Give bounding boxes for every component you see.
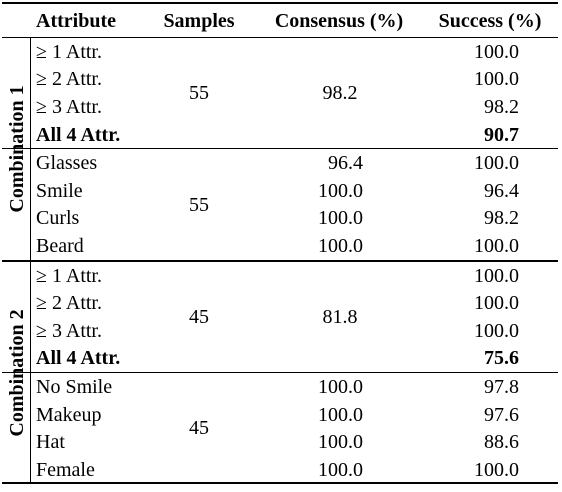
consensus-cell: 100.0 xyxy=(318,403,363,426)
success-cell: 100.0 xyxy=(474,152,519,175)
header-cell: Samples xyxy=(163,10,235,32)
attribute-cell: ≥ 1 Attr. xyxy=(36,264,102,287)
attribute-cell: Female xyxy=(36,458,95,481)
bottom-rule xyxy=(2,482,558,484)
header-cell: Attribute xyxy=(36,10,116,32)
consensus-cell: 100.0 xyxy=(318,179,363,202)
attribute-cell: ≥ 3 Attr. xyxy=(36,319,102,342)
success-cell: 88.6 xyxy=(484,431,519,454)
consensus-cell: 96.4 xyxy=(328,152,363,175)
attribute-cell: No Smile xyxy=(36,376,113,398)
consensus-cell: 98.2 xyxy=(322,82,358,105)
consensus-cell: 81.8 xyxy=(322,306,358,328)
success-cell: 100.0 xyxy=(474,264,519,287)
success-cell: 97.6 xyxy=(484,403,519,426)
samples-cell: 55 xyxy=(189,193,209,216)
success-cell: 100.0 xyxy=(474,319,519,342)
top-rule xyxy=(2,2,558,4)
samples-cell: 45 xyxy=(189,306,209,328)
attribute-cell: Curls xyxy=(36,207,80,230)
attribute-cell: ≥ 2 Attr. xyxy=(36,68,102,91)
success-cell: 97.8 xyxy=(484,376,519,398)
attribute-cell: All 4 Attr. xyxy=(36,347,121,370)
success-cell: 100.0 xyxy=(474,235,519,257)
attribute-cell: Makeup xyxy=(36,403,102,426)
attribute-cell: Glasses xyxy=(36,152,98,175)
group-label: Combination 2 xyxy=(6,309,28,437)
header-cell: Consensus (%) xyxy=(274,10,404,32)
consensus-cell: 100.0 xyxy=(318,431,363,454)
attribute-cell: ≥ 3 Attr. xyxy=(36,96,102,118)
attribute-cell: ≥ 2 Attr. xyxy=(36,292,102,315)
attribute-cell: Hat xyxy=(36,431,65,454)
success-cell: 100.0 xyxy=(474,458,519,481)
attribute-cell: Beard xyxy=(36,235,84,257)
success-cell: 100.0 xyxy=(474,40,519,63)
success-cell: 100.0 xyxy=(474,292,519,315)
header-cell: Success (%) xyxy=(438,10,542,32)
row-rule xyxy=(2,259,558,262)
consensus-cell: 100.0 xyxy=(318,207,363,230)
success-cell: 98.2 xyxy=(484,96,519,118)
attribute-cell: All 4 Attr. xyxy=(36,123,121,146)
consensus-cell: 100.0 xyxy=(318,376,363,398)
success-cell: 90.7 xyxy=(484,123,519,146)
attribute-cell: Smile xyxy=(36,179,83,202)
consensus-cell: 100.0 xyxy=(318,458,363,481)
row-rule xyxy=(2,148,558,150)
success-cell: 100.0 xyxy=(474,68,519,91)
consensus-cell: 100.0 xyxy=(318,235,363,257)
success-cell: 98.2 xyxy=(484,207,519,230)
samples-cell: 45 xyxy=(189,417,209,440)
success-cell: 96.4 xyxy=(484,179,519,202)
group-label: Combination 1 xyxy=(6,85,28,213)
samples-cell: 55 xyxy=(189,82,209,105)
row-rule xyxy=(2,372,558,374)
attribute-cell: ≥ 1 Attr. xyxy=(36,40,102,63)
success-cell: 75.6 xyxy=(484,347,519,370)
header-rule xyxy=(2,37,558,38)
